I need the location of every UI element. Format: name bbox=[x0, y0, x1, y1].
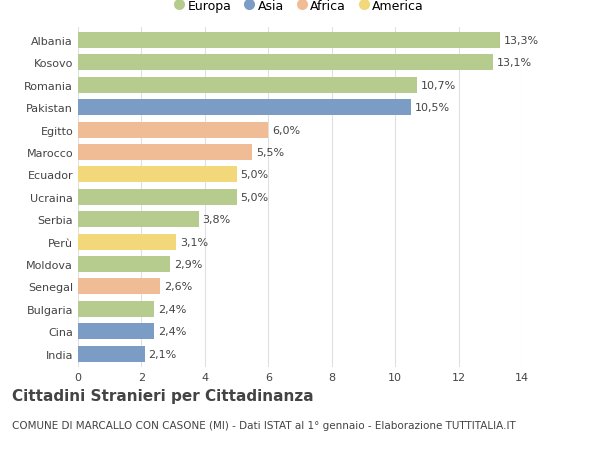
Bar bbox=[78, 257, 170, 273]
Text: 10,7%: 10,7% bbox=[421, 81, 457, 90]
Bar bbox=[78, 100, 411, 116]
Text: 13,3%: 13,3% bbox=[503, 36, 539, 46]
Text: 2,4%: 2,4% bbox=[158, 326, 186, 336]
Text: 13,1%: 13,1% bbox=[497, 58, 532, 68]
Bar bbox=[78, 55, 493, 71]
Bar bbox=[78, 212, 199, 228]
Text: 10,5%: 10,5% bbox=[415, 103, 450, 113]
Text: 2,9%: 2,9% bbox=[174, 259, 202, 269]
Bar bbox=[78, 279, 160, 295]
Bar bbox=[78, 78, 418, 94]
Legend: Europa, Asia, Africa, America: Europa, Asia, Africa, America bbox=[171, 0, 429, 17]
Bar bbox=[78, 33, 500, 49]
Text: COMUNE DI MARCALLO CON CASONE (MI) - Dati ISTAT al 1° gennaio - Elaborazione TUT: COMUNE DI MARCALLO CON CASONE (MI) - Dat… bbox=[12, 420, 516, 430]
Text: 2,6%: 2,6% bbox=[164, 282, 193, 292]
Bar bbox=[78, 189, 236, 206]
Bar bbox=[78, 324, 154, 340]
Bar bbox=[78, 301, 154, 317]
Text: 3,1%: 3,1% bbox=[180, 237, 208, 247]
Bar bbox=[78, 122, 268, 138]
Text: 2,1%: 2,1% bbox=[148, 349, 176, 359]
Text: Cittadini Stranieri per Cittadinanza: Cittadini Stranieri per Cittadinanza bbox=[12, 388, 314, 403]
Bar bbox=[78, 167, 236, 183]
Text: 5,5%: 5,5% bbox=[256, 148, 284, 158]
Bar bbox=[78, 234, 176, 250]
Text: 2,4%: 2,4% bbox=[158, 304, 186, 314]
Bar bbox=[78, 145, 253, 161]
Text: 5,0%: 5,0% bbox=[241, 192, 269, 202]
Text: 6,0%: 6,0% bbox=[272, 125, 300, 135]
Text: 3,8%: 3,8% bbox=[202, 215, 230, 225]
Text: 5,0%: 5,0% bbox=[241, 170, 269, 180]
Bar bbox=[78, 346, 145, 362]
